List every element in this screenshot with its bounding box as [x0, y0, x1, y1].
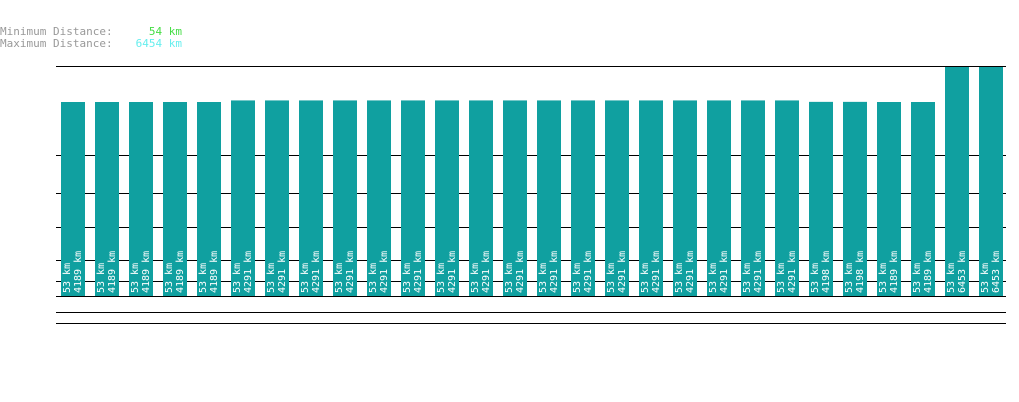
bar	[911, 102, 935, 297]
min-label: 53 km	[436, 263, 447, 293]
value-label: 4198 km	[821, 251, 832, 293]
value-label: 4291 km	[617, 251, 628, 293]
bar	[367, 100, 391, 296]
value-label: 4189 km	[923, 251, 934, 293]
min-label: 53 km	[946, 263, 957, 293]
value-label: 4291 km	[413, 251, 424, 293]
min-label: 53 km	[980, 263, 991, 293]
min-label: 53 km	[640, 263, 651, 293]
bar	[435, 100, 459, 296]
bar	[163, 102, 187, 297]
min-label: 53 km	[674, 263, 685, 293]
bar	[843, 101, 867, 296]
min-label: 53 km	[878, 263, 889, 293]
value-label: 6453 km	[957, 251, 968, 293]
bar	[95, 102, 119, 297]
bar	[741, 100, 765, 296]
bar	[401, 100, 425, 296]
min-label: 53 km	[742, 263, 753, 293]
value-label: 4291 km	[685, 251, 696, 293]
value-label: 4291 km	[719, 251, 730, 293]
min-label: 53 km	[96, 263, 107, 293]
bar	[945, 67, 969, 296]
min-label: 53 km	[232, 263, 243, 293]
value-label: 4291 km	[515, 251, 526, 293]
bar	[333, 100, 357, 296]
value-label: 4291 km	[345, 251, 356, 293]
min-label: 53 km	[62, 263, 73, 293]
min-distance-value: 54 km	[149, 25, 182, 38]
min-label: 53 km	[844, 263, 855, 293]
bar	[503, 100, 527, 296]
value-label: 4189 km	[107, 251, 118, 293]
bar	[605, 100, 629, 296]
bar	[231, 100, 255, 296]
value-label: 4189 km	[209, 251, 220, 293]
bar	[877, 102, 901, 297]
value-label: 4291 km	[481, 251, 492, 293]
value-label: 4291 km	[787, 251, 798, 293]
value-label: 4198 km	[855, 251, 866, 293]
value-label: 4291 km	[447, 251, 458, 293]
value-label: 4291 km	[583, 251, 594, 293]
min-label: 53 km	[130, 263, 141, 293]
min-label: 53 km	[300, 263, 311, 293]
bar	[809, 101, 833, 296]
bar	[299, 100, 323, 296]
min-label: 53 km	[334, 263, 345, 293]
bar	[61, 102, 85, 297]
value-label: 4189 km	[141, 251, 152, 293]
min-label: 53 km	[504, 263, 515, 293]
min-label: 53 km	[572, 263, 583, 293]
bar	[707, 100, 731, 296]
max-distance-value: 6454 km	[136, 37, 183, 50]
min-label: 53 km	[606, 263, 617, 293]
value-label: 4291 km	[651, 251, 662, 293]
value-label: 4291 km	[753, 251, 764, 293]
min-label: 53 km	[810, 263, 821, 293]
max-distance-label: Maximum Distance:	[0, 37, 113, 50]
bar	[469, 100, 493, 296]
min-label: 53 km	[266, 263, 277, 293]
value-label: 4189 km	[175, 251, 186, 293]
value-label: 4291 km	[277, 251, 288, 293]
bar	[571, 100, 595, 296]
min-distance-label: Minimum Distance:	[0, 25, 113, 38]
value-label: 6453 km	[991, 251, 1002, 293]
min-label: 53 km	[368, 263, 379, 293]
min-label: 53 km	[198, 263, 209, 293]
bar	[197, 102, 221, 297]
bar	[979, 67, 1003, 296]
bar	[265, 100, 289, 296]
bar	[673, 100, 697, 296]
bar	[639, 100, 663, 296]
min-label: 53 km	[402, 263, 413, 293]
value-label: 4189 km	[73, 251, 84, 293]
min-label: 53 km	[470, 263, 481, 293]
bar	[537, 100, 561, 296]
value-label: 4291 km	[379, 251, 390, 293]
min-label: 53 km	[708, 263, 719, 293]
min-label: 53 km	[538, 263, 549, 293]
value-label: 4189 km	[889, 251, 900, 293]
value-label: 4291 km	[311, 251, 322, 293]
value-label: 4291 km	[243, 251, 254, 293]
bar	[129, 102, 153, 297]
min-label: 53 km	[164, 263, 175, 293]
min-label: 53 km	[912, 263, 923, 293]
bar	[775, 100, 799, 296]
value-label: 4291 km	[549, 251, 560, 293]
min-label: 53 km	[776, 263, 787, 293]
